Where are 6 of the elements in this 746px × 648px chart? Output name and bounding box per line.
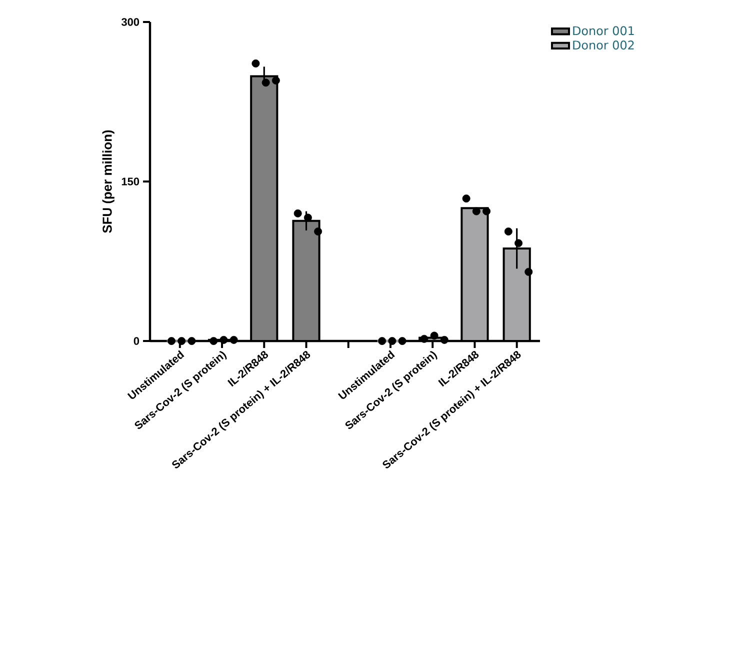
y-tick-label: 0 — [134, 337, 140, 345]
y-tick-label: 150 — [122, 178, 140, 186]
y-axis-title: SFU (per million) — [102, 130, 114, 233]
y-tick-label: 300 — [121, 18, 140, 26]
legend-label: Donor 001 — [573, 26, 634, 36]
legend-label: Donor 002 — [573, 40, 634, 50]
